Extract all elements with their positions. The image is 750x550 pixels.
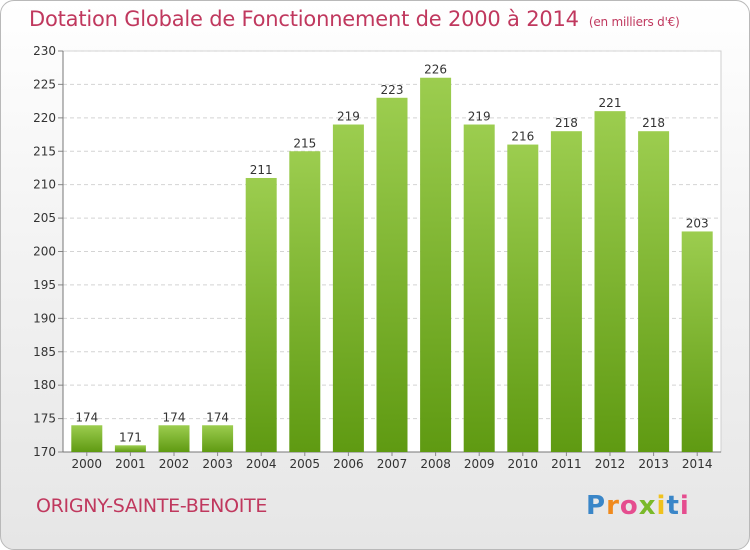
y-tick-label: 170	[33, 445, 56, 459]
proxiti-logo: Proxiti	[586, 491, 690, 521]
y-tick-label: 210	[33, 178, 56, 192]
bar	[594, 111, 626, 453]
y-tick-label: 175	[33, 412, 56, 426]
bar	[507, 144, 539, 453]
y-tick-label: 195	[33, 278, 56, 292]
bar	[638, 131, 670, 452]
chart-unit: (en milliers d'€)	[588, 15, 680, 29]
logo-letter: t	[666, 491, 680, 521]
bar-value-label: 216	[511, 130, 534, 144]
bar-value-label: 219	[468, 110, 491, 124]
x-tick-label: 2014	[682, 457, 713, 471]
logo-letter: x	[638, 491, 657, 521]
bar-value-label: 174	[75, 410, 98, 424]
bar	[71, 425, 103, 452]
bar-value-label: 219	[337, 110, 360, 124]
bar-value-label: 174	[163, 410, 186, 424]
logo-letter: i	[679, 491, 690, 521]
y-tick-label: 180	[33, 378, 56, 392]
bar	[420, 77, 452, 452]
x-tick-label: 2012	[595, 457, 626, 471]
bar-value-label: 218	[642, 116, 665, 130]
y-tick-label: 215	[33, 144, 56, 158]
bar-value-label: 218	[555, 116, 578, 130]
bar	[289, 151, 321, 452]
x-tick-label: 2005	[290, 457, 321, 471]
x-tick-label: 2009	[464, 457, 495, 471]
commune-name: ORIGNY-SAINTE-BENOITE	[36, 495, 268, 517]
bar	[550, 131, 582, 452]
logo-letter: o	[619, 491, 639, 521]
x-tick-label: 2011	[551, 457, 582, 471]
y-tick-label: 200	[33, 245, 56, 259]
chart-title: Dotation Globale de Fonctionnement de 20…	[29, 7, 680, 31]
bar-value-label: 226	[424, 63, 447, 77]
bar-value-label: 211	[250, 163, 273, 177]
chart-title-text: Dotation Globale de Fonctionnement de 20…	[29, 7, 579, 31]
bar-value-label: 223	[381, 83, 404, 97]
y-tick-label: 205	[33, 211, 56, 225]
bar-value-label: 171	[119, 430, 142, 444]
x-tick-label: 2003	[202, 457, 233, 471]
x-tick-label: 2001	[115, 457, 146, 471]
x-tick-label: 2002	[159, 457, 190, 471]
y-tick-label: 225	[33, 77, 56, 91]
logo-letter: r	[606, 491, 620, 521]
y-tick-label: 190	[33, 311, 56, 325]
bar	[332, 124, 364, 453]
x-tick-label: 2000	[72, 457, 103, 471]
bar	[681, 231, 713, 452]
bar	[202, 425, 234, 452]
x-tick-label: 2004	[246, 457, 277, 471]
x-tick-label: 2010	[508, 457, 539, 471]
bar	[158, 425, 190, 452]
y-tick-label: 220	[33, 111, 56, 125]
y-tick-label: 230	[33, 44, 56, 58]
x-tick-label: 2008	[420, 457, 451, 471]
logo-letter: P	[586, 491, 607, 521]
bar-value-label: 203	[686, 216, 709, 230]
bar-value-label: 221	[599, 96, 622, 110]
bar	[245, 177, 277, 452]
x-tick-label: 2007	[377, 457, 408, 471]
x-tick-label: 2013	[638, 457, 669, 471]
y-tick-label: 185	[33, 345, 56, 359]
x-tick-label: 2006	[333, 457, 364, 471]
bar-value-label: 215	[293, 136, 316, 150]
bar	[114, 445, 146, 452]
bar-value-label: 174	[206, 410, 229, 424]
logo-letter: i	[656, 491, 667, 521]
bar	[376, 97, 408, 453]
bar	[463, 124, 495, 453]
